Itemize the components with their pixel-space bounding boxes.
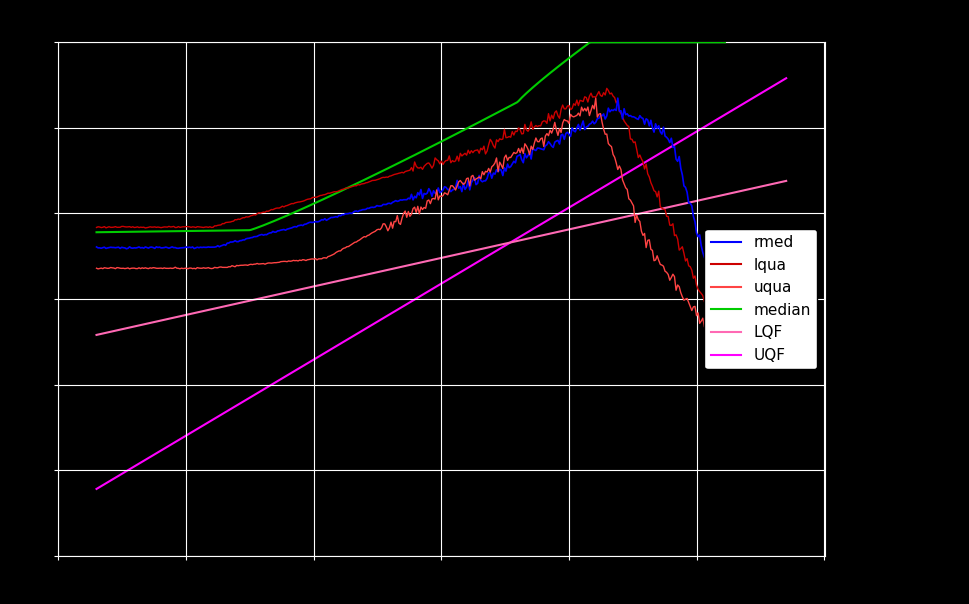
- uqua: [339, 244, 351, 251]
- uqua: [544, 127, 555, 134]
- rmed: [547, 144, 558, 151]
- lqua: [718, 341, 730, 348]
- median: [166, 228, 177, 235]
- median: [90, 228, 103, 236]
- lqua: [485, 138, 497, 146]
- lqua: [339, 185, 351, 192]
- lqua: [296, 198, 307, 205]
- uqua: [90, 265, 103, 272]
- rmed: [718, 326, 730, 333]
- lqua: [544, 117, 555, 124]
- median: [544, 69, 555, 77]
- rmed: [296, 222, 307, 229]
- rmed: [544, 140, 555, 147]
- Line: median: median: [96, 42, 724, 232]
- Line: rmed: rmed: [96, 98, 724, 330]
- median: [584, 39, 596, 46]
- Line: uqua: uqua: [96, 98, 724, 355]
- uqua: [485, 163, 497, 170]
- lqua: [166, 223, 177, 231]
- Legend: rmed, lqua, uqua, median, LQF, UQF: rmed, lqua, uqua, median, LQF, UQF: [703, 229, 816, 369]
- rmed: [166, 243, 177, 251]
- lqua: [90, 224, 103, 231]
- lqua: [601, 85, 612, 92]
- rmed: [339, 210, 351, 217]
- uqua: [166, 265, 177, 272]
- rmed: [485, 175, 497, 182]
- median: [296, 206, 307, 213]
- median: [718, 39, 730, 46]
- uqua: [589, 95, 601, 102]
- median: [547, 67, 558, 74]
- median: [485, 112, 497, 119]
- lqua: [547, 115, 558, 122]
- rmed: [611, 94, 623, 101]
- Line: lqua: lqua: [96, 88, 724, 344]
- uqua: [718, 352, 730, 359]
- uqua: [547, 125, 558, 132]
- rmed: [90, 243, 103, 251]
- uqua: [296, 257, 307, 264]
- median: [339, 185, 351, 193]
